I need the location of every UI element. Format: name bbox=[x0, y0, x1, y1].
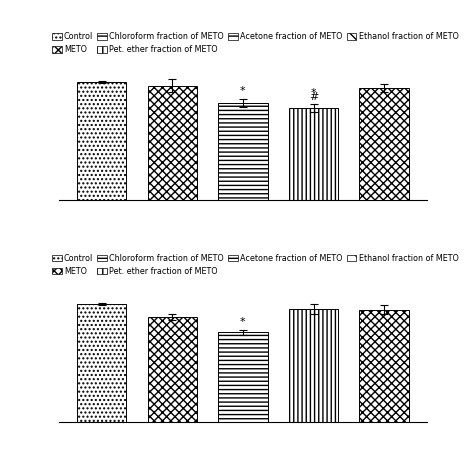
Bar bbox=[77, 82, 127, 200]
Bar bbox=[147, 317, 197, 422]
Bar bbox=[218, 332, 268, 422]
Legend: Control, METO, Chloroform fraction of METO, Pet. ether fraction of METO, Acetone: Control, METO, Chloroform fraction of ME… bbox=[52, 32, 459, 54]
Text: #: # bbox=[309, 91, 318, 102]
Bar bbox=[77, 304, 127, 422]
Bar bbox=[147, 85, 197, 200]
Bar bbox=[289, 108, 338, 200]
Legend: Control, METO, Chloroform fraction of METO, Pet. ether fraction of METO, Acetone: Control, METO, Chloroform fraction of ME… bbox=[52, 254, 459, 276]
Bar bbox=[289, 309, 338, 422]
Bar bbox=[359, 310, 409, 422]
Bar bbox=[359, 88, 409, 200]
Text: *: * bbox=[311, 88, 316, 98]
Bar bbox=[218, 103, 268, 200]
Text: *: * bbox=[240, 317, 246, 327]
Text: *: * bbox=[240, 86, 246, 96]
